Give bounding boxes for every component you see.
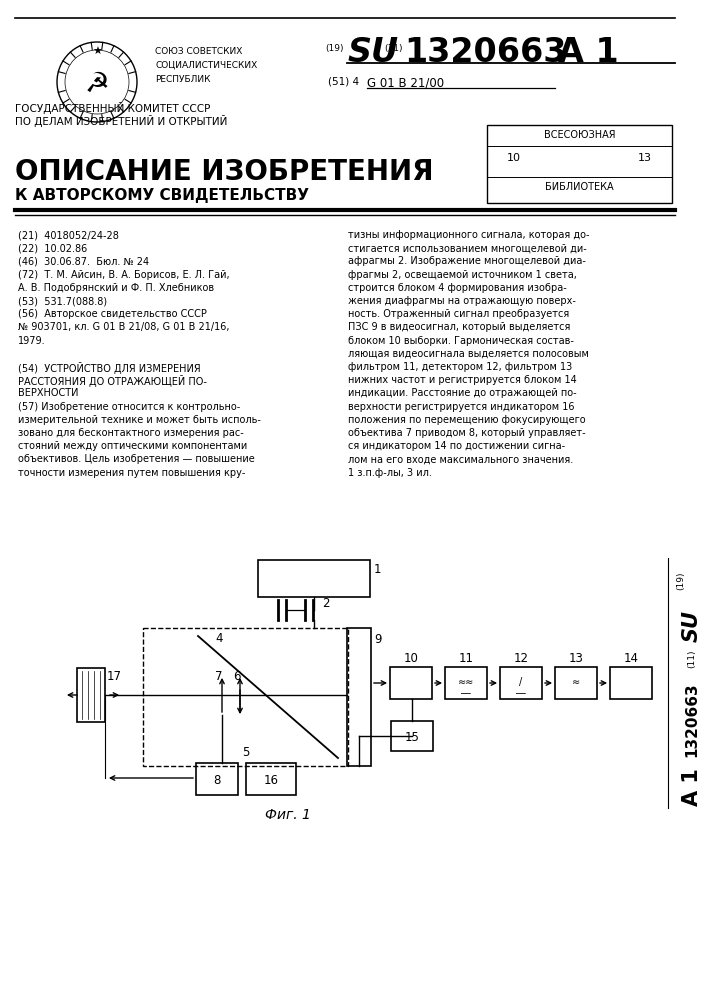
Text: (72)  Т. М. Айсин, В. А. Борисов, Е. Л. Гай,: (72) Т. М. Айсин, В. А. Борисов, Е. Л. Г… <box>18 270 230 280</box>
Text: 10: 10 <box>507 153 521 163</box>
Bar <box>391 721 433 751</box>
Text: (22)  10.02.86: (22) 10.02.86 <box>18 243 87 253</box>
Text: ВСЕСОЮЗНАЯ: ВСЕСОЮЗНАЯ <box>544 130 615 140</box>
Text: 11: 11 <box>459 652 474 665</box>
Text: (56)  Авторское свидетельство СССР: (56) Авторское свидетельство СССР <box>18 309 207 319</box>
Text: лом на его входе максимального значения.: лом на его входе максимального значения. <box>348 454 573 464</box>
Text: A 1: A 1 <box>558 36 619 69</box>
Text: объективов. Цель изобретения — повышение: объективов. Цель изобретения — повышение <box>18 454 255 464</box>
Text: ☭: ☭ <box>85 70 110 98</box>
Bar <box>258 560 370 597</box>
Text: ≈: ≈ <box>572 677 580 698</box>
Text: 12: 12 <box>513 652 529 665</box>
Bar <box>246 763 296 795</box>
Text: (53)  531.7(088.8): (53) 531.7(088.8) <box>18 296 107 306</box>
Text: (11): (11) <box>687 650 696 668</box>
Bar <box>390 667 432 699</box>
Text: РАССТОЯНИЯ ДО ОТРАЖАЮЩЕЙ ПО-: РАССТОЯНИЯ ДО ОТРАЖАЮЩЕЙ ПО- <box>18 375 207 387</box>
Text: БИБЛИОТЕКА: БИБЛИОТЕКА <box>545 182 614 192</box>
Text: А. В. Подобрянский и Ф. П. Хлебников: А. В. Подобрянский и Ф. П. Хлебников <box>18 283 214 293</box>
Bar <box>347 628 371 766</box>
Text: афрагмы 2. Изображение многощелевой диа-: афрагмы 2. Изображение многощелевой диа- <box>348 256 586 266</box>
Text: (21)  4018052/24-28: (21) 4018052/24-28 <box>18 230 119 240</box>
Text: нижних частот и регистрируется блоком 14: нижних частот и регистрируется блоком 14 <box>348 375 577 385</box>
Text: ВЕРХНОСТИ: ВЕРХНОСТИ <box>18 388 78 398</box>
Text: Фиг. 1: Фиг. 1 <box>265 808 311 822</box>
Text: точности измерения путем повышения кру-: точности измерения путем повышения кру- <box>18 468 245 478</box>
Text: 8: 8 <box>214 774 221 787</box>
Text: 4: 4 <box>215 632 223 645</box>
Text: G 01 B 21/00: G 01 B 21/00 <box>367 76 444 89</box>
Text: 1320663: 1320663 <box>404 36 566 69</box>
Text: 13: 13 <box>638 153 652 163</box>
Text: (54)  УСТРОЙСТВО ДЛЯ ИЗМЕРЕНИЯ: (54) УСТРОЙСТВО ДЛЯ ИЗМЕРЕНИЯ <box>18 362 201 374</box>
Text: СОЮЗ СОВЕТСКИХ
СОЦИАЛИСТИЧЕСКИХ
РЕСПУБЛИК: СОЮЗ СОВЕТСКИХ СОЦИАЛИСТИЧЕСКИХ РЕСПУБЛИ… <box>155 47 257 84</box>
Text: ность. Отраженный сигнал преобразуется: ность. Отраженный сигнал преобразуется <box>348 309 569 319</box>
Text: ляющая видеосигнала выделяется полосовым: ляющая видеосигнала выделяется полосовым <box>348 349 589 359</box>
Bar <box>610 667 652 699</box>
Text: объектива 7 приводом 8, который управляет-: объектива 7 приводом 8, который управляе… <box>348 428 585 438</box>
Text: (19): (19) <box>325 44 344 53</box>
Text: блоком 10 выборки. Гармоническая состав-: блоком 10 выборки. Гармоническая состав- <box>348 336 574 346</box>
Text: 6: 6 <box>233 670 240 683</box>
Text: № 903701, кл. G 01 В 21/08, G 01 В 21/16,: № 903701, кл. G 01 В 21/08, G 01 В 21/16… <box>18 322 230 332</box>
Text: положения по перемещению фокусирующего: положения по перемещению фокусирующего <box>348 415 585 425</box>
Text: 1320663: 1320663 <box>684 682 699 757</box>
Text: 9: 9 <box>374 633 382 646</box>
Text: измерительной технике и может быть исполь-: измерительной технике и может быть испол… <box>18 415 261 425</box>
Text: фильтром 11, детектором 12, фильтром 13: фильтром 11, детектором 12, фильтром 13 <box>348 362 572 372</box>
Bar <box>196 763 238 795</box>
Text: (11): (11) <box>384 44 402 53</box>
Text: 5: 5 <box>242 746 250 759</box>
Circle shape <box>57 42 137 122</box>
Text: ОПИСАНИЕ ИЗОБРЕТЕНИЯ: ОПИСАНИЕ ИЗОБРЕТЕНИЯ <box>15 158 433 186</box>
Text: ся индикатором 14 по достижении сигна-: ся индикатором 14 по достижении сигна- <box>348 441 565 451</box>
Bar <box>143 628 348 766</box>
Text: (57) Изобретение относится к контрольно-: (57) Изобретение относится к контрольно- <box>18 402 240 412</box>
Text: /
―: / ― <box>516 677 526 698</box>
Text: индикации. Расстояние до отражающей по-: индикации. Расстояние до отражающей по- <box>348 388 577 398</box>
Text: 2: 2 <box>322 597 329 610</box>
Text: ГОСУДАРСТВЕННЫЙ КОМИТЕТ СССР: ГОСУДАРСТВЕННЫЙ КОМИТЕТ СССР <box>15 102 211 114</box>
Text: SU: SU <box>347 36 398 69</box>
Text: A 1: A 1 <box>682 768 702 806</box>
Text: 16: 16 <box>264 774 279 787</box>
Text: фрагмы 2, освещаемой источником 1 света,: фрагмы 2, освещаемой источником 1 света, <box>348 270 577 280</box>
Bar <box>555 667 597 699</box>
Text: 13: 13 <box>568 652 583 665</box>
Text: SU: SU <box>682 610 702 642</box>
Text: жения диафрагмы на отражающую поверх-: жения диафрагмы на отражающую поверх- <box>348 296 576 306</box>
Text: (51) 4: (51) 4 <box>328 76 359 86</box>
Text: верхности регистрируется индикатором 16: верхности регистрируется индикатором 16 <box>348 402 575 412</box>
Text: тизны информационного сигнала, которая до-: тизны информационного сигнала, которая д… <box>348 230 590 240</box>
Text: строится блоком 4 формирования изобра-: строится блоком 4 формирования изобра- <box>348 283 567 293</box>
Text: (46)  30.06.87.  Бюл. № 24: (46) 30.06.87. Бюл. № 24 <box>18 256 149 266</box>
Text: ПО ДЕЛАМ ИЗОБРЕТЕНИЙ И ОТКРЫТИЙ: ПО ДЕЛАМ ИЗОБРЕТЕНИЙ И ОТКРЫТИЙ <box>15 115 228 127</box>
Text: стояний между оптическими компонентами: стояний между оптическими компонентами <box>18 441 247 451</box>
Text: 1 з.п.ф-лы, 3 ил.: 1 з.п.ф-лы, 3 ил. <box>348 468 432 478</box>
Circle shape <box>65 50 129 114</box>
Text: ≈≈
―: ≈≈ ― <box>458 677 474 698</box>
Text: 1: 1 <box>374 563 382 576</box>
Text: 17: 17 <box>107 670 122 683</box>
Bar <box>487 125 672 203</box>
Text: 10: 10 <box>404 652 419 665</box>
Bar <box>500 667 542 699</box>
Bar <box>77 668 105 722</box>
Text: 14: 14 <box>624 652 638 665</box>
Text: ★: ★ <box>92 47 102 57</box>
Text: 15: 15 <box>404 731 419 744</box>
Text: 7: 7 <box>215 670 223 683</box>
Text: (19): (19) <box>677 572 686 590</box>
Text: ПЗС 9 в видеосигнал, который выделяется: ПЗС 9 в видеосигнал, который выделяется <box>348 322 571 332</box>
Text: 1979.: 1979. <box>18 336 46 346</box>
Text: стигается использованием многощелевой ди-: стигается использованием многощелевой ди… <box>348 243 587 253</box>
Text: К АВТОРСКОМУ СВИДЕТЕЛЬСТВУ: К АВТОРСКОМУ СВИДЕТЕЛЬСТВУ <box>15 188 309 203</box>
Text: зовано для бесконтактного измерения рас-: зовано для бесконтактного измерения рас- <box>18 428 244 438</box>
Bar <box>445 667 487 699</box>
